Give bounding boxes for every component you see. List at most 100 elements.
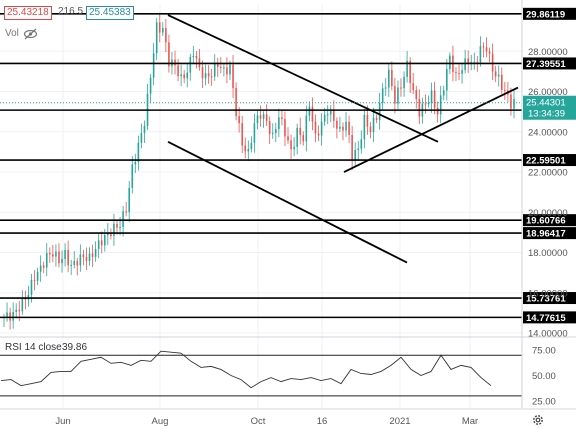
current-price-label: 25.44301 (526, 98, 566, 109)
level-label-box (523, 7, 576, 20)
candle-body (58, 251, 60, 264)
candle-body (12, 311, 14, 321)
candle-body (308, 106, 311, 116)
candle-body (259, 115, 262, 119)
candle-body (494, 71, 497, 77)
candle-body (174, 59, 176, 66)
trendlines (167, 14, 519, 264)
rsi-label: RSI 14 close (5, 342, 62, 353)
candle-body (360, 139, 363, 149)
candle-body (378, 102, 381, 120)
candle-body (354, 150, 356, 161)
candle-body (33, 279, 36, 281)
candle-body (479, 46, 482, 63)
trendline (167, 14, 439, 143)
candle-body (314, 121, 317, 134)
candle-body (394, 86, 396, 104)
candle-body (302, 135, 305, 142)
gear-icon[interactable] (531, 413, 545, 427)
candle-body (220, 66, 222, 68)
candle-body (64, 249, 66, 259)
candle-body (18, 309, 21, 312)
x-tick-label: 2021 (389, 416, 410, 427)
candle-body (55, 251, 57, 257)
candle-body (213, 63, 216, 77)
candle-body (305, 115, 308, 142)
candle-body (125, 211, 127, 213)
candle-body (323, 114, 326, 122)
candle-body (467, 58, 469, 64)
level-label: 29.86119 (526, 9, 565, 20)
candle-body (497, 74, 500, 77)
candle-body (293, 146, 295, 150)
candle-body (442, 90, 445, 96)
candle-body (183, 74, 185, 79)
candle-body (430, 90, 433, 103)
candle-body (500, 74, 503, 90)
candle-body (61, 258, 63, 264)
candle-body (52, 254, 54, 257)
candle-body (461, 70, 463, 74)
candle-body (449, 55, 451, 70)
candlestick-series (3, 12, 515, 330)
candle-body (455, 72, 457, 74)
candle-body (103, 234, 106, 246)
candle-body (42, 265, 45, 268)
candle-body (110, 232, 112, 237)
candle-body (381, 88, 384, 103)
candle-body (513, 98, 515, 109)
candle-body (186, 72, 189, 79)
candle-body (24, 298, 27, 300)
candle-body (366, 114, 369, 127)
candle-body (128, 187, 131, 213)
candle-body (229, 64, 231, 75)
candle-body (329, 110, 332, 115)
candle-body (311, 106, 314, 122)
candle-body (70, 264, 72, 266)
candle-body (400, 87, 402, 89)
level-label-box (523, 57, 576, 70)
candle-body (265, 114, 268, 122)
eye-slash-icon[interactable] (23, 28, 38, 40)
candle-body (268, 121, 271, 134)
candle-body (336, 120, 338, 129)
y-tick-label: 20.00000 (528, 208, 568, 219)
candle-body (6, 312, 8, 317)
rsi-line (0, 350, 492, 389)
candle-body (15, 309, 18, 312)
candle-body (9, 312, 11, 321)
candle-body (100, 240, 103, 246)
candle-body (369, 126, 372, 132)
candle-body (342, 126, 344, 131)
candle-body (36, 271, 39, 281)
candle-body (488, 51, 491, 54)
candle-body (119, 227, 121, 229)
time-axis: Jun Aug Oct 16 2021 Mar (0, 408, 576, 427)
candle-body (247, 148, 250, 152)
candle-body (403, 76, 405, 89)
candle-body (409, 60, 411, 84)
candle-body (439, 95, 442, 115)
candle-body (207, 73, 210, 77)
candle-body (250, 142, 253, 149)
candle-body (39, 265, 42, 272)
level-label-box (523, 292, 576, 305)
candle-body (387, 69, 390, 88)
level-label: 22.59501 (526, 156, 566, 167)
candle-body (21, 298, 24, 312)
candle-body (412, 83, 415, 90)
level-label: 19.60766 (526, 216, 566, 227)
candle-body (201, 67, 204, 79)
level-label: 27.39551 (526, 59, 566, 70)
candle-body (67, 249, 69, 266)
candle-body (296, 127, 298, 147)
candle-body (476, 61, 479, 63)
rsi-panel: 75.00 50.00 25.00 (0, 336, 576, 407)
candle-body (97, 240, 100, 250)
candle-body (375, 117, 378, 120)
candle-body (140, 132, 143, 143)
candle-body (363, 114, 366, 140)
candle-body (165, 28, 167, 43)
candle-body (357, 148, 360, 151)
